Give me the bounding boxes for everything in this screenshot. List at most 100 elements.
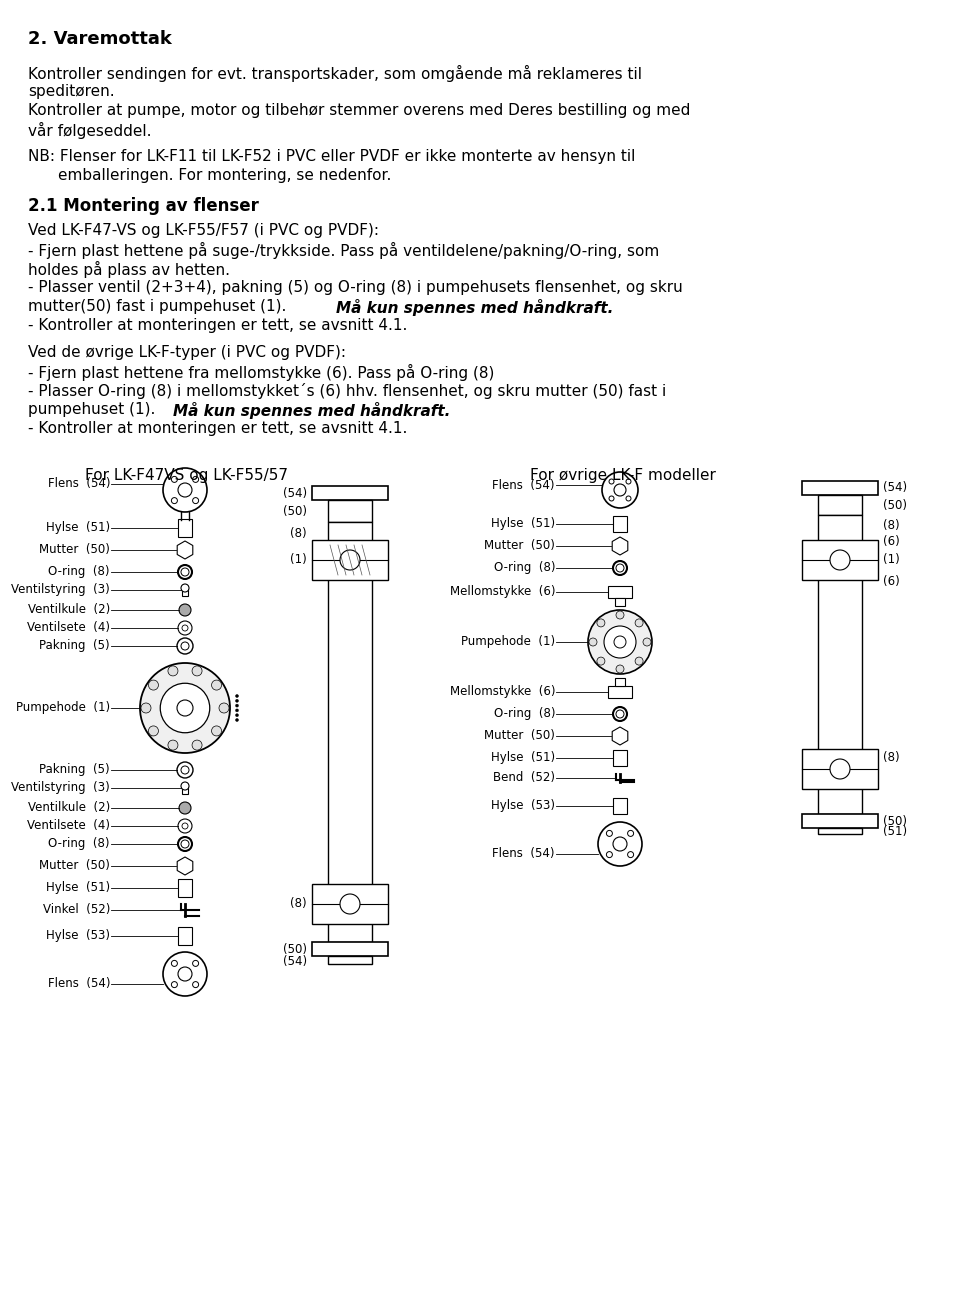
Text: Ventilstyring  (3): Ventilstyring (3) bbox=[12, 781, 110, 794]
Circle shape bbox=[160, 684, 209, 733]
Text: Flens  (54): Flens (54) bbox=[492, 848, 555, 861]
Bar bbox=[182, 588, 188, 595]
Text: Hylse  (51): Hylse (51) bbox=[491, 751, 555, 764]
Bar bbox=[328, 956, 372, 965]
Circle shape bbox=[235, 719, 238, 722]
Text: Ved de øvrige LK-F-typer (i PVC og PVDF):: Ved de øvrige LK-F-typer (i PVC og PVDF)… bbox=[28, 344, 346, 360]
Circle shape bbox=[178, 621, 192, 634]
Circle shape bbox=[616, 564, 624, 572]
Bar bbox=[615, 598, 625, 606]
Circle shape bbox=[181, 584, 189, 592]
Text: Hylse  (53): Hylse (53) bbox=[491, 800, 555, 812]
Bar bbox=[802, 814, 878, 828]
Circle shape bbox=[235, 714, 238, 716]
Circle shape bbox=[178, 819, 192, 833]
Circle shape bbox=[607, 831, 612, 836]
Circle shape bbox=[597, 656, 605, 666]
Circle shape bbox=[613, 837, 627, 852]
Circle shape bbox=[643, 638, 651, 646]
Circle shape bbox=[607, 852, 612, 858]
Text: - Plasser O-ring (8) i mellomstykket´s (6) hhv. flensenhet, og skru mutter (50) : - Plasser O-ring (8) i mellomstykket´s (… bbox=[28, 384, 666, 399]
Text: For LK-F47VS og LK-F55/57: For LK-F47VS og LK-F55/57 bbox=[85, 468, 288, 484]
Bar bbox=[613, 798, 627, 814]
Circle shape bbox=[235, 699, 238, 702]
Bar bbox=[178, 519, 192, 537]
Text: Må kun spennes med håndkraft.: Må kun spennes med håndkraft. bbox=[336, 299, 613, 316]
Text: Må kun spennes med håndkraft.: Må kun spennes med håndkraft. bbox=[173, 402, 450, 419]
Circle shape bbox=[235, 708, 238, 712]
Text: Ved LK-F47-VS og LK-F55/F57 (i PVC og PVDF):: Ved LK-F47-VS og LK-F55/F57 (i PVC og PV… bbox=[28, 224, 379, 238]
Bar bbox=[182, 786, 188, 794]
Circle shape bbox=[636, 656, 643, 666]
Circle shape bbox=[613, 562, 627, 575]
Circle shape bbox=[177, 699, 193, 716]
Circle shape bbox=[179, 802, 191, 814]
Text: (50): (50) bbox=[283, 504, 307, 517]
Circle shape bbox=[163, 952, 207, 996]
Circle shape bbox=[219, 703, 229, 712]
Text: (8): (8) bbox=[290, 526, 307, 539]
Polygon shape bbox=[612, 727, 628, 745]
Text: Pakning  (5): Pakning (5) bbox=[39, 640, 110, 653]
Text: Hylse  (51): Hylse (51) bbox=[46, 881, 110, 894]
Circle shape bbox=[616, 611, 624, 619]
Text: Bend  (52): Bend (52) bbox=[493, 771, 555, 784]
Circle shape bbox=[613, 707, 627, 722]
Text: emballeringen. For montering, se nedenfor.: emballeringen. For montering, se nedenfo… bbox=[58, 168, 392, 183]
Text: (6): (6) bbox=[883, 576, 900, 589]
Text: Pakning  (5): Pakning (5) bbox=[39, 763, 110, 776]
Circle shape bbox=[602, 472, 638, 508]
Text: - Fjern plast hettene fra mellomstykke (6). Pass på O-ring (8): - Fjern plast hettene fra mellomstykke (… bbox=[28, 364, 494, 381]
Circle shape bbox=[140, 663, 230, 753]
Text: pumpehuset (1).: pumpehuset (1). bbox=[28, 402, 160, 417]
Text: Kontroller sendingen for evt. transportskader, som omgående må reklameres til: Kontroller sendingen for evt. transports… bbox=[28, 65, 642, 82]
Bar bbox=[615, 679, 625, 686]
Text: O-ring  (8): O-ring (8) bbox=[49, 837, 110, 850]
Text: Ventilsete  (4): Ventilsete (4) bbox=[27, 621, 110, 634]
Circle shape bbox=[172, 961, 178, 966]
Bar bbox=[818, 495, 862, 515]
Text: For øvrige LK-F modeller: For øvrige LK-F modeller bbox=[530, 468, 716, 484]
Bar bbox=[312, 942, 388, 956]
Circle shape bbox=[626, 478, 631, 484]
Text: (8): (8) bbox=[883, 519, 900, 532]
Text: (1): (1) bbox=[290, 554, 307, 567]
Circle shape bbox=[628, 831, 634, 836]
Text: - Plasser ventil (2+3+4), pakning (5) og O-ring (8) i pumpehusets flensenhet, og: - Plasser ventil (2+3+4), pakning (5) og… bbox=[28, 280, 683, 295]
Text: (54): (54) bbox=[283, 956, 307, 968]
Circle shape bbox=[616, 710, 624, 718]
Text: Mutter  (50): Mutter (50) bbox=[484, 729, 555, 742]
Bar bbox=[608, 686, 632, 698]
Bar bbox=[328, 523, 372, 942]
Circle shape bbox=[168, 740, 178, 750]
Text: (50): (50) bbox=[283, 942, 307, 956]
Text: Hylse  (51): Hylse (51) bbox=[46, 521, 110, 534]
Text: vår følgeseddel.: vår følgeseddel. bbox=[28, 122, 152, 139]
Text: Mellomstykke  (6): Mellomstykke (6) bbox=[449, 685, 555, 698]
Circle shape bbox=[614, 636, 626, 647]
Text: Ventilkule  (2): Ventilkule (2) bbox=[28, 603, 110, 616]
Text: Mellomstykke  (6): Mellomstykke (6) bbox=[449, 585, 555, 598]
Text: (54): (54) bbox=[283, 486, 307, 499]
Circle shape bbox=[168, 666, 178, 676]
Circle shape bbox=[609, 478, 614, 484]
Text: (8): (8) bbox=[290, 897, 307, 910]
Circle shape bbox=[193, 498, 199, 503]
Circle shape bbox=[235, 705, 238, 707]
Circle shape bbox=[172, 498, 178, 503]
Text: Flens  (54): Flens (54) bbox=[47, 978, 110, 991]
Text: (50): (50) bbox=[883, 815, 907, 828]
Circle shape bbox=[193, 961, 199, 966]
Text: Pumpehode  (1): Pumpehode (1) bbox=[16, 702, 110, 715]
Circle shape bbox=[340, 550, 360, 569]
Polygon shape bbox=[178, 541, 193, 559]
Text: - Kontroller at monteringen er tett, se avsnitt 4.1.: - Kontroller at monteringen er tett, se … bbox=[28, 318, 407, 333]
Circle shape bbox=[178, 566, 192, 578]
Circle shape bbox=[181, 568, 189, 576]
Text: (6): (6) bbox=[883, 534, 900, 547]
Circle shape bbox=[181, 840, 189, 848]
Text: O-ring  (8): O-ring (8) bbox=[493, 562, 555, 575]
Text: Ventilkule  (2): Ventilkule (2) bbox=[28, 802, 110, 815]
Text: (51): (51) bbox=[883, 826, 907, 838]
Circle shape bbox=[141, 703, 151, 712]
